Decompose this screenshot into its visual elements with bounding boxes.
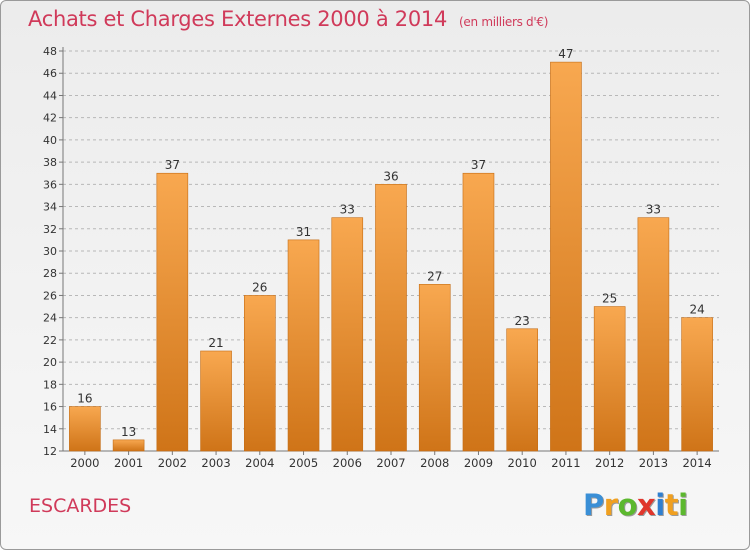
logo-letter: i: [655, 488, 665, 522]
x-tick-label: 2004: [245, 456, 274, 470]
logo-letter: o: [617, 488, 638, 522]
value-label: 21: [208, 336, 223, 350]
x-tick-label: 2002: [158, 456, 187, 470]
value-label: 16: [77, 392, 92, 406]
chart-title: Achats et Charges Externes 2000 à 2014 (e…: [28, 7, 548, 31]
y-tick-label: 20: [43, 356, 57, 369]
value-label: 33: [646, 203, 661, 217]
y-tick-label: 14: [43, 423, 57, 436]
x-tick-label: 2003: [201, 456, 230, 470]
y-tick-label: 38: [43, 156, 57, 169]
value-label: 24: [689, 303, 704, 317]
logo-letter: P: [583, 488, 604, 522]
commune-name: ESCARDES: [29, 495, 132, 517]
value-label: 23: [515, 314, 530, 328]
x-tick-label: 2012: [595, 456, 624, 470]
x-tick-label: 2010: [508, 456, 537, 470]
y-tick-label: 28: [43, 267, 57, 280]
value-label: 36: [383, 169, 398, 183]
bar: [506, 328, 539, 452]
chart-subtitle: (en milliers d'€): [459, 15, 549, 29]
y-tick-label: 34: [43, 201, 57, 214]
x-tick-label: 2014: [682, 456, 711, 470]
y-tick-label: 48: [43, 45, 57, 58]
bar: [156, 172, 189, 452]
bar: [418, 284, 451, 452]
logo-letter: t: [664, 488, 679, 522]
bar: [375, 184, 407, 452]
bar: [287, 239, 320, 452]
value-label: 37: [165, 158, 180, 172]
bar: [550, 61, 582, 452]
value-label: 25: [602, 292, 617, 306]
y-tick-label: 32: [43, 223, 57, 236]
y-tick-label: 44: [43, 89, 57, 102]
x-tick-label: 2009: [464, 456, 493, 470]
bar: [593, 306, 626, 452]
logo-letter: x: [637, 488, 656, 522]
bar-chart: 12 14 16 18 20 22 24 26 28 30 32 34 36 38 40 42 44 46 48 1…: [43, 45, 719, 470]
bar: [462, 172, 495, 452]
bar: [69, 406, 101, 452]
logo-letter: r: [603, 488, 618, 522]
logo-letter: i: [678, 488, 688, 522]
value-label: 26: [252, 280, 267, 294]
value-label: 31: [296, 225, 311, 239]
y-tick-label: 22: [43, 334, 57, 347]
chart-title-text: Achats et Charges Externes 2000 à 2014: [28, 7, 448, 31]
y-tick-label: 46: [43, 67, 57, 80]
y-tick-label: 18: [43, 378, 57, 391]
bar: [112, 439, 145, 452]
value-labels: 16 13 37 21 26 31 33 36 27 37 23 47 25 33 24: [77, 47, 705, 439]
x-tick-label: 2011: [551, 456, 580, 470]
x-tick-label: 2008: [420, 456, 449, 470]
y-tick-label: 16: [43, 401, 57, 414]
bar: [244, 295, 276, 452]
x-tick-label: 2001: [114, 456, 143, 470]
bar: [200, 350, 232, 452]
bar: [681, 317, 713, 452]
value-label: 27: [427, 269, 442, 283]
proxiti-logo[interactable]: Proxiti: [583, 488, 688, 522]
value-label: 33: [340, 203, 355, 217]
x-tick-label: 2007: [376, 456, 405, 470]
x-tick-label: 2000: [70, 456, 99, 470]
value-label: 13: [121, 425, 136, 439]
x-tick-label: 2006: [333, 456, 362, 470]
value-label: 37: [471, 158, 486, 172]
bar: [331, 217, 364, 452]
y-tick-label: 12: [43, 445, 57, 458]
y-tick-label: 24: [43, 312, 57, 325]
y-tick-label: 30: [43, 245, 57, 258]
y-tick-label: 36: [43, 178, 57, 191]
x-tick-labels: 2000 2001 2002 2003 2004 2005 2006 2007 2008 2009…: [70, 456, 712, 470]
bar: [637, 217, 670, 452]
bars: [69, 61, 713, 452]
value-label: 47: [558, 47, 573, 61]
y-tick-label: 42: [43, 112, 57, 125]
x-tick-label: 2005: [289, 456, 318, 470]
y-tick-label: 40: [43, 134, 57, 147]
y-tick-labels: 12 14 16 18 20 22 24 26 28 30 32 34 36 38 40 42 44 46 48: [43, 45, 57, 458]
x-tick-label: 2013: [639, 456, 668, 470]
y-tick-label: 26: [43, 289, 57, 302]
